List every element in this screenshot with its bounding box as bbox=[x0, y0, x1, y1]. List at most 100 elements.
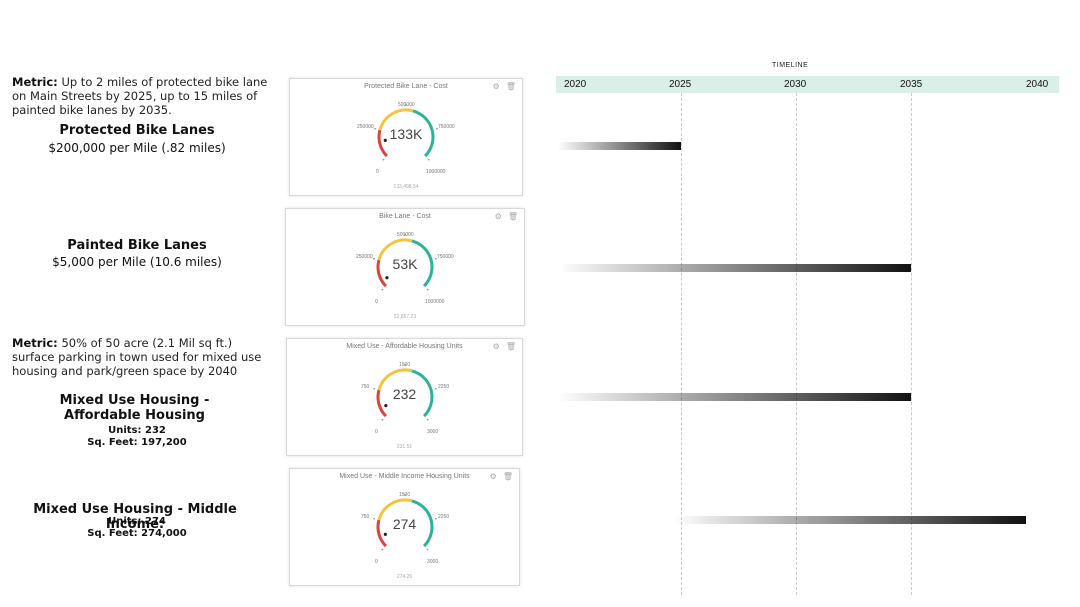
gauge-tick-dot bbox=[403, 494, 406, 496]
year-label: 2040 bbox=[1026, 79, 1049, 90]
widget-footer: 274.26 bbox=[396, 574, 413, 580]
gauge-widget-affordable: Mixed Use - Affordable Housing Units ⚙ 🗑 … bbox=[286, 338, 523, 456]
middle-title: Mixed Use Housing - Middle Income: bbox=[33, 502, 237, 532]
metric-text: 50% of 50 acre (2.1 Mil sq ft.) surface … bbox=[12, 336, 262, 378]
gauge-tick-dot bbox=[372, 387, 375, 390]
gauge bbox=[372, 364, 437, 421]
protected-cost: $200,000 per Mile (.82 miles) bbox=[48, 141, 226, 155]
gauge-tick-dot bbox=[373, 257, 375, 260]
affordable-sqft: Sq. Feet: 197,200 bbox=[87, 437, 187, 448]
widget-title: Mixed Use - Affordable Housing Units bbox=[346, 343, 463, 350]
gauge-tick-dot bbox=[372, 517, 375, 520]
middle-sqft: Sq. Feet: 274,000 bbox=[87, 528, 187, 539]
tick-q3: 2250 bbox=[438, 514, 450, 520]
tick-min: 0 bbox=[375, 559, 378, 565]
metric-label: Metric: bbox=[12, 336, 58, 350]
timeline-bar-painted bbox=[558, 264, 911, 272]
affordable-units: Units: 232 bbox=[108, 425, 166, 436]
gauge-widget-bike-lane: Bike Lane - Cost ⚙ 🗑 53K 500000 250000 75… bbox=[285, 208, 525, 326]
gauge bbox=[374, 104, 438, 161]
tick-q3: 2250 bbox=[438, 384, 450, 390]
metric-text: Up to 2 miles of protected bike lane on … bbox=[12, 75, 268, 117]
gauge-arc-high bbox=[411, 239, 434, 288]
gauge-arc-low bbox=[376, 389, 387, 418]
painted-cost: $5,000 per Mile (10.6 miles) bbox=[52, 255, 222, 269]
gauge-arc-mid bbox=[377, 238, 413, 261]
tick-mid: 500000 bbox=[398, 102, 415, 108]
gauge-needle bbox=[385, 276, 389, 280]
gauge-tick-dot bbox=[380, 418, 383, 421]
trash-icon[interactable]: 🗑 bbox=[505, 342, 516, 351]
tick-max: 1000000 bbox=[426, 169, 446, 175]
gauge-tick-dot bbox=[426, 288, 429, 291]
gauge-arc-low bbox=[376, 519, 387, 548]
gear-icon[interactable]: ⚙ bbox=[492, 342, 500, 351]
gauge-tick-dot bbox=[434, 517, 437, 520]
tick-min: 0 bbox=[375, 299, 378, 305]
gauge-tick-dot bbox=[382, 158, 385, 161]
widget-footer: 133,498.54 bbox=[393, 184, 419, 190]
gridline-2030 bbox=[796, 93, 797, 595]
gauge bbox=[372, 494, 437, 551]
painted-title: Painted Bike Lanes bbox=[67, 238, 207, 253]
gauge-value: 133K bbox=[389, 126, 423, 142]
year-label: 2025 bbox=[669, 79, 692, 90]
tick-mid: 1500 bbox=[399, 492, 411, 498]
gauge-tick-dot bbox=[427, 158, 430, 161]
gauge-tick-dot bbox=[380, 548, 383, 551]
gauge-arc-high bbox=[412, 109, 435, 158]
widget-title: Protected Bike Lane - Cost bbox=[364, 83, 448, 90]
gridline-2035 bbox=[911, 93, 912, 595]
gauge-tick-dot bbox=[374, 127, 376, 130]
trash-icon[interactable]: 🗑 bbox=[507, 212, 518, 221]
trash-icon[interactable]: 🗑 bbox=[505, 82, 516, 91]
timeline-bar-affordable bbox=[558, 393, 911, 401]
gauge-needle bbox=[383, 532, 387, 536]
timeline-title: TIMELINE bbox=[772, 62, 809, 69]
gauge-arc-mid bbox=[376, 368, 412, 391]
tick-q3: 750000 bbox=[437, 254, 454, 260]
gear-icon[interactable]: ⚙ bbox=[492, 82, 500, 91]
tick-max: 1000000 bbox=[425, 299, 445, 305]
widget-footer: 52,857.23 bbox=[393, 314, 417, 320]
gear-icon[interactable]: ⚙ bbox=[489, 472, 497, 481]
widget-title: Bike Lane - Cost bbox=[379, 213, 431, 220]
gauge-tick-dot bbox=[404, 234, 406, 236]
tick-max: 3000 bbox=[427, 559, 439, 565]
tick-max: 3000 bbox=[427, 429, 439, 435]
gauge-arc-mid bbox=[376, 498, 412, 521]
gear-icon[interactable]: ⚙ bbox=[494, 212, 502, 221]
gauge-tick-dot bbox=[426, 548, 429, 551]
tick-mid: 1500 bbox=[399, 362, 411, 368]
gauge-value: 274 bbox=[392, 516, 417, 532]
gauge-arc-high bbox=[411, 499, 433, 548]
gauge-value: 53K bbox=[392, 256, 418, 272]
timeline-bar-middle-income bbox=[673, 516, 1026, 524]
gauge-tick-dot bbox=[405, 104, 407, 106]
gridline-2025 bbox=[681, 93, 682, 595]
gauge-tick-dot bbox=[403, 364, 406, 366]
gauge-arc-low bbox=[376, 259, 388, 288]
metric-label: Metric: bbox=[12, 75, 58, 89]
gauge-tick-dot bbox=[434, 387, 437, 390]
tick-q1: 750 bbox=[361, 514, 370, 520]
year-label: 2035 bbox=[900, 79, 923, 90]
tick-min: 0 bbox=[376, 169, 379, 175]
tick-q1: 750 bbox=[361, 384, 370, 390]
gauge-arc-low bbox=[377, 129, 389, 158]
gauge-value: 232 bbox=[392, 386, 417, 402]
trash-icon[interactable]: 🗑 bbox=[502, 472, 513, 481]
year-label: 2020 bbox=[564, 79, 587, 90]
timeline-header bbox=[556, 76, 1059, 93]
tick-q1: 250000 bbox=[357, 124, 374, 130]
tick-q3: 750000 bbox=[438, 124, 455, 130]
tick-q1: 250000 bbox=[356, 254, 373, 260]
gauge-tick-dot bbox=[435, 257, 437, 260]
protected-title: Protected Bike Lanes bbox=[59, 123, 215, 138]
widget-footer: 231.51 bbox=[396, 444, 413, 450]
gauge-tick-dot bbox=[426, 418, 429, 421]
gauge-needle bbox=[383, 138, 387, 142]
gauge-tick-dot bbox=[381, 288, 384, 291]
gauge-widget-middle-income: Mixed Use - Middle Income Housing Units … bbox=[289, 468, 520, 586]
tick-min: 0 bbox=[375, 429, 378, 435]
